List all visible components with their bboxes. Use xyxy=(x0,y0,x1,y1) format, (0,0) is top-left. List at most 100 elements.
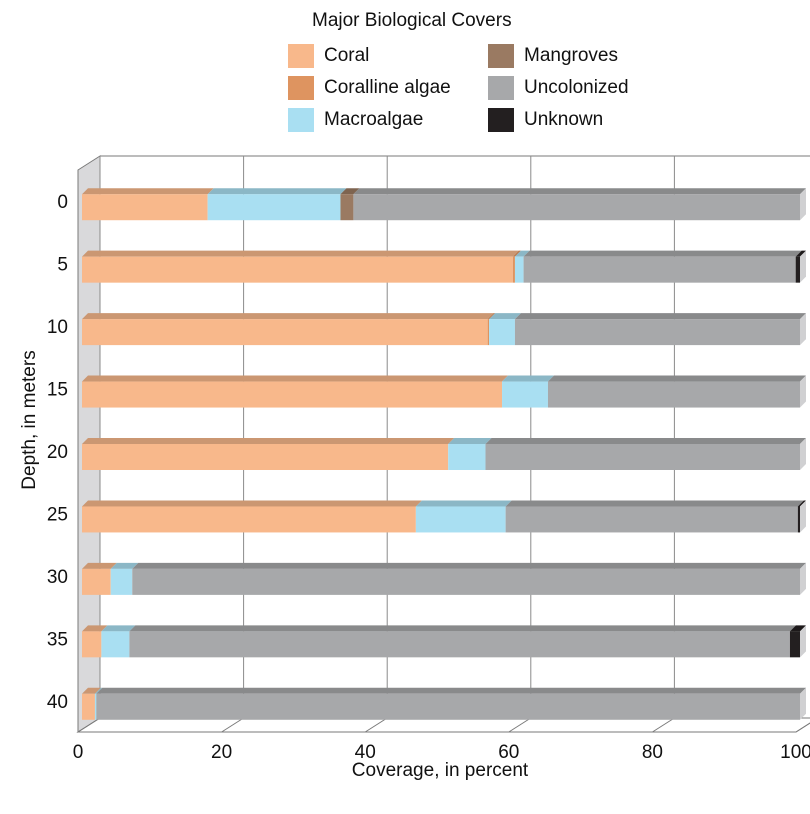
bar-segment-top xyxy=(487,313,496,320)
bar-segment-top xyxy=(547,375,806,382)
bar-segment-top xyxy=(101,625,136,632)
bar-segment-top xyxy=(489,313,521,320)
bar-row-40 xyxy=(82,687,807,720)
bar-segment-top xyxy=(82,500,422,507)
y-axis-title: Depth, in meters xyxy=(19,350,40,490)
bar-segment-top xyxy=(82,687,101,694)
bar-segment-macroalgae xyxy=(101,631,130,658)
x-tick-label: 20 xyxy=(211,742,232,763)
bar-segment-top xyxy=(485,438,806,444)
bar-segment-top xyxy=(795,250,806,257)
bar-segment-uncolonized xyxy=(96,693,801,720)
legend-item-unknown: Unknown xyxy=(488,108,603,132)
bar-row-20 xyxy=(82,438,806,470)
bar-segment-coral xyxy=(82,568,111,595)
bar-segment-coral xyxy=(82,194,208,221)
bar-segment-coral xyxy=(82,506,416,533)
floor xyxy=(76,717,810,733)
bar-segment-macroalgae xyxy=(502,381,548,408)
legend-swatch xyxy=(288,108,314,132)
legend-label: Coralline algae xyxy=(324,77,451,98)
x-axis-title: Coverage, in percent xyxy=(351,760,529,781)
bar-segment-top xyxy=(82,188,214,195)
legend-swatch xyxy=(488,76,514,100)
floor-tick xyxy=(508,717,532,733)
bars xyxy=(82,188,807,720)
floor-tick xyxy=(221,717,244,733)
bar-segment-macroalgae xyxy=(207,194,341,221)
legend-swatch xyxy=(288,44,314,68)
y-tick-label: 10 xyxy=(47,317,68,338)
legend-item-mangroves: Mangroves xyxy=(488,44,618,68)
bar-row-10 xyxy=(82,313,806,346)
bar-segment-uncolonized xyxy=(505,506,798,533)
bar-segment-top xyxy=(82,625,108,632)
y-tick-label: 25 xyxy=(47,504,68,525)
bar-row-35 xyxy=(82,625,806,658)
bar-segment-top xyxy=(797,500,806,507)
y-tick-label: 15 xyxy=(47,380,68,401)
bar-end-cap xyxy=(800,438,806,470)
gridlines xyxy=(77,156,810,733)
bar-segment-top xyxy=(132,562,806,569)
bar-row-25 xyxy=(82,500,806,533)
y-tick-label: 0 xyxy=(57,192,68,213)
bar-segment-top xyxy=(415,500,512,507)
bar-segment-top xyxy=(340,188,360,195)
bar-segment-macroalgae xyxy=(448,444,486,470)
bar-segment-top xyxy=(505,500,804,507)
bar-row-15 xyxy=(82,375,806,408)
bar-segment-top xyxy=(110,562,139,569)
bar-segment-top xyxy=(207,188,347,195)
bar-segment-macroalgae xyxy=(489,319,515,346)
legend-title: Major Biological Covers xyxy=(312,10,512,31)
bar-segment-coralline-algae xyxy=(487,319,490,346)
bar-segment-macroalgae xyxy=(514,256,524,283)
bar-end-cap xyxy=(800,375,806,408)
bar-segment-uncolonized xyxy=(514,319,800,346)
legend-swatch xyxy=(288,76,314,100)
bar-segment-coral xyxy=(82,693,95,720)
x-tick-labels: 0 20 40 60 80 100 xyxy=(73,742,810,763)
bar-segment-top xyxy=(789,625,806,632)
legend-swatch xyxy=(488,108,514,132)
y-tick-label: 40 xyxy=(47,692,68,713)
bar-segment-unknown xyxy=(789,631,800,658)
x-tick-label: 100 xyxy=(780,742,810,763)
bar-end-cap xyxy=(800,625,806,658)
x-tick-label: 60 xyxy=(498,742,519,763)
bar-row-0 xyxy=(82,188,806,221)
bar-segment-coral xyxy=(82,381,503,408)
bar-segment-macroalgae xyxy=(415,506,506,533)
y-tick-labels: 0 5 10 15 20 25 30 35 40 xyxy=(47,192,68,713)
bar-segment-coral xyxy=(82,444,449,470)
bar-segment-top xyxy=(82,250,519,257)
bar-segment-top xyxy=(96,687,807,694)
bar-segment-mangroves xyxy=(340,194,354,221)
x-tick-label: 40 xyxy=(355,742,376,763)
bar-end-cap xyxy=(800,500,806,533)
x-tick-label: 0 xyxy=(73,742,84,763)
bar-segment-uncolonized xyxy=(523,256,796,283)
bar-segment-uncolonized xyxy=(353,194,800,221)
bar-segment-top xyxy=(502,375,554,382)
legend-item-uncolonized: Uncolonized xyxy=(488,76,629,100)
bar-segment-coral xyxy=(82,256,513,283)
bar-segment-coral xyxy=(82,631,102,658)
bar-segment-uncolonized xyxy=(547,381,800,408)
legend-item-macroalgae: Macroalgae xyxy=(288,108,423,132)
floor-tick xyxy=(364,717,388,733)
y-tick-label: 30 xyxy=(47,567,68,588)
bar-end-cap xyxy=(800,562,806,595)
legend-label: Unknown xyxy=(524,109,604,130)
legend-label: Uncolonized xyxy=(524,77,629,98)
bar-segment-macroalgae xyxy=(94,693,97,720)
floor-tick xyxy=(77,717,101,733)
legend-label: Mangroves xyxy=(524,45,618,66)
bar-segment-top xyxy=(514,313,806,320)
y-tick-label: 5 xyxy=(57,255,68,276)
legend-label: Macroalgae xyxy=(324,109,424,130)
bar-segment-coral xyxy=(82,319,488,346)
legend-swatch xyxy=(488,44,514,68)
